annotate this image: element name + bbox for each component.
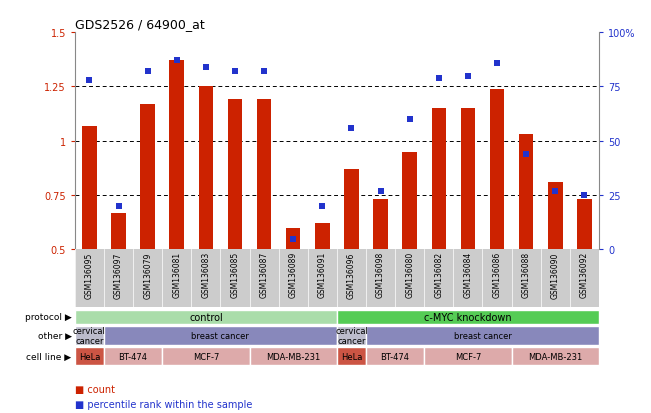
Text: other ▶: other ▶	[38, 331, 72, 340]
Text: GSM136095: GSM136095	[85, 252, 94, 298]
Bar	[366, 326, 599, 345]
Text: GSM136096: GSM136096	[347, 252, 356, 298]
Point	[434, 75, 444, 82]
Point	[113, 203, 124, 210]
Text: protocol ▶: protocol ▶	[25, 313, 72, 321]
Point	[143, 69, 153, 75]
Bar	[82, 126, 97, 250]
Bar	[257, 100, 271, 250]
Bar	[199, 87, 213, 250]
Bar	[104, 326, 337, 345]
Bar	[249, 347, 337, 366]
Text: GSM136092: GSM136092	[580, 252, 589, 298]
Text: GDS2526 / 64900_at: GDS2526 / 64900_at	[75, 17, 204, 31]
Bar	[519, 135, 533, 250]
Text: HeLa: HeLa	[79, 352, 100, 361]
Point	[521, 151, 531, 158]
Bar	[548, 183, 562, 250]
Text: GSM136086: GSM136086	[493, 252, 501, 298]
Text: GSM136081: GSM136081	[173, 252, 181, 298]
Point	[172, 58, 182, 64]
Text: MCF-7: MCF-7	[193, 352, 219, 361]
Text: GSM136091: GSM136091	[318, 252, 327, 298]
Bar	[337, 310, 599, 324]
Bar	[75, 326, 104, 345]
Point	[288, 236, 298, 242]
Text: GSM136089: GSM136089	[289, 252, 298, 298]
Bar	[75, 347, 104, 366]
Bar	[141, 104, 155, 250]
Bar	[432, 109, 446, 250]
Text: GSM136090: GSM136090	[551, 252, 560, 298]
Text: GSM136084: GSM136084	[464, 252, 473, 298]
Text: breast cancer: breast cancer	[191, 331, 249, 340]
Text: MDA-MB-231: MDA-MB-231	[528, 352, 583, 361]
Text: breast cancer: breast cancer	[454, 331, 512, 340]
Point	[492, 60, 502, 66]
Point	[550, 188, 561, 195]
Bar	[424, 347, 512, 366]
Text: GSM136098: GSM136098	[376, 252, 385, 298]
Text: MCF-7: MCF-7	[454, 352, 481, 361]
Bar	[366, 347, 424, 366]
Point	[346, 125, 357, 132]
Text: ■ percentile rank within the sample: ■ percentile rank within the sample	[75, 399, 252, 409]
Bar	[315, 224, 329, 250]
Bar	[337, 326, 366, 345]
Bar	[512, 347, 599, 366]
Text: GSM136079: GSM136079	[143, 252, 152, 298]
Text: c-MYC knockdown: c-MYC knockdown	[424, 312, 512, 322]
Text: ■ count: ■ count	[75, 384, 115, 394]
Bar	[286, 228, 301, 250]
Bar	[228, 100, 242, 250]
Point	[404, 116, 415, 123]
Bar	[111, 213, 126, 250]
Text: GSM136097: GSM136097	[114, 252, 123, 298]
Bar	[169, 61, 184, 250]
Text: HeLa: HeLa	[340, 352, 362, 361]
Point	[463, 73, 473, 80]
Text: GSM136082: GSM136082	[434, 252, 443, 298]
Text: GSM136085: GSM136085	[230, 252, 240, 298]
Text: cervical
cancer: cervical cancer	[335, 326, 368, 345]
Text: cervical
cancer: cervical cancer	[73, 326, 106, 345]
Bar	[75, 310, 337, 324]
Bar	[373, 200, 388, 250]
Text: GSM136087: GSM136087	[260, 252, 269, 298]
Point	[84, 77, 94, 84]
Bar	[490, 90, 505, 250]
Text: GSM136080: GSM136080	[405, 252, 414, 298]
Bar	[337, 347, 366, 366]
Bar	[577, 200, 592, 250]
Text: GSM136088: GSM136088	[521, 252, 531, 298]
Bar	[461, 109, 475, 250]
Point	[230, 69, 240, 75]
Text: GSM136083: GSM136083	[201, 252, 210, 298]
Point	[317, 203, 327, 210]
Bar	[104, 347, 162, 366]
Text: control: control	[189, 312, 223, 322]
Bar	[162, 347, 249, 366]
Text: MDA-MB-231: MDA-MB-231	[266, 352, 320, 361]
Text: cell line ▶: cell line ▶	[27, 352, 72, 361]
Point	[259, 69, 270, 75]
Point	[376, 188, 386, 195]
Bar	[402, 152, 417, 250]
Bar	[344, 170, 359, 250]
Text: BT-474: BT-474	[381, 352, 409, 361]
Point	[201, 64, 211, 71]
Point	[579, 192, 590, 199]
Text: BT-474: BT-474	[118, 352, 148, 361]
